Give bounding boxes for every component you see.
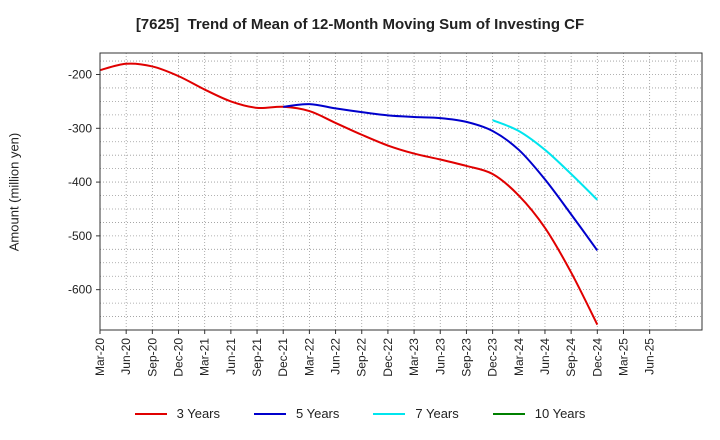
x-tick-label: Jun-22: [329, 338, 343, 375]
y-tick-label: -400: [68, 175, 92, 189]
legend-swatch: [373, 412, 406, 415]
x-tick-label: Jun-20: [119, 338, 133, 375]
legend-label: 10 Years: [534, 406, 586, 421]
legend-label: 7 Years: [415, 406, 459, 421]
x-tick-label: Dec-20: [172, 338, 186, 377]
series-line-7-years: [492, 119, 599, 201]
legend: 3 Years 5 Years 7 Years 10 Years: [0, 406, 720, 421]
legend-swatch: [254, 412, 286, 415]
legend-label: 3 Years: [176, 406, 220, 421]
x-tick-label: Sep-20: [145, 338, 159, 377]
x-tick-label: Dec-21: [276, 338, 290, 377]
legend-swatch: [492, 412, 525, 415]
legend-swatch: [134, 412, 167, 415]
x-tick-label: Dec-23: [486, 338, 500, 377]
x-tick-label: Mar-23: [407, 338, 421, 376]
series-line-5-years: [283, 103, 599, 251]
x-axis-ticks: Mar-20 Jun-20 Sep-20 Dec-20 Mar-21 Jun-21 Sep-…: [93, 330, 657, 377]
grid-lines: [99, 53, 703, 330]
x-tick-label: Mar-20: [93, 338, 107, 376]
x-tick-label: Mar-22: [302, 338, 316, 376]
y-tick-label: -300: [68, 121, 92, 135]
plot-area-frame: [99, 52, 703, 331]
x-tick-label: Mar-25: [616, 338, 630, 376]
series-line-3-years: [99, 62, 599, 326]
x-tick-label: Jun-21: [224, 338, 238, 375]
legend-item-3-years: 3 Years: [134, 406, 220, 421]
y-tick-label: -200: [68, 68, 92, 82]
x-tick-label: Sep-21: [250, 338, 264, 377]
y-tick-label: -600: [68, 283, 92, 297]
x-tick-label: Mar-24: [512, 338, 526, 376]
legend-item-5-years: 5 Years: [254, 406, 339, 421]
x-tick-label: Dec-22: [381, 338, 395, 377]
x-tick-label: Jun-24: [538, 338, 552, 375]
x-tick-label: Mar-21: [198, 338, 212, 376]
y-tick-label: -500: [68, 229, 92, 243]
legend-label: 5 Years: [296, 406, 340, 421]
chart-title: [7625] Trend of Mean of 12-Month Moving …: [135, 16, 585, 33]
x-tick-label: Jun-25: [643, 338, 657, 375]
y-axis-ticks: -200 -300 -400 -500 -600: [68, 68, 100, 297]
x-tick-label: Jun-23: [433, 338, 447, 375]
x-tick-label: Sep-22: [355, 338, 369, 377]
legend-item-7-years: 7 Years: [373, 406, 459, 421]
x-tick-label: Sep-23: [459, 338, 473, 377]
x-tick-label: Dec-24: [590, 338, 604, 377]
x-tick-label: Sep-24: [564, 338, 578, 377]
series-lines: [99, 62, 599, 326]
legend-item-10-years: 10 Years: [492, 406, 586, 421]
